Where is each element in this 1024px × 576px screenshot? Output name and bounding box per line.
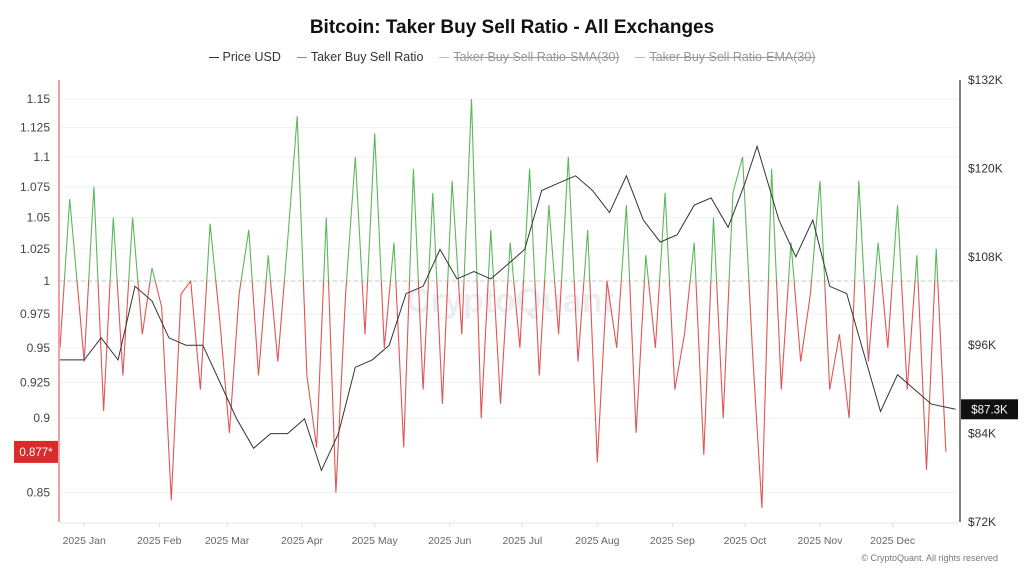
left-axis-tick: 1.025 xyxy=(20,242,50,256)
x-axis-tick: 2025 May xyxy=(352,535,399,547)
legend-label: Taker Buy Sell Ratio xyxy=(310,50,424,64)
copyright-text: © CryptoQuant. All rights reserved xyxy=(861,553,998,563)
right-axis-tick: $120K xyxy=(968,161,1003,175)
price-line xyxy=(60,144,956,472)
legend-item[interactable]: Price USD xyxy=(208,50,281,64)
left-axis-tick: 1 xyxy=(43,274,50,288)
left-axis-tick: 0.85 xyxy=(27,486,51,500)
left-axis-tick: 1.075 xyxy=(20,180,50,194)
x-axis-tick: 2025 Sep xyxy=(650,535,695,547)
x-axis-tick: 2025 Mar xyxy=(205,535,250,547)
current-price-badge xyxy=(961,399,1018,420)
legend-swatch xyxy=(296,57,307,59)
x-axis-tick: 2025 Jun xyxy=(428,535,471,547)
legend-label: Taker Buy Sell Ratio-SMA(30) xyxy=(453,50,620,64)
current-ratio-label: 0.877* xyxy=(19,447,53,459)
left-axis-tick: 1.05 xyxy=(27,210,51,224)
legend-swatch xyxy=(208,57,219,59)
x-axis-tick: 2025 Feb xyxy=(137,535,182,547)
current-price-label: $87.3K xyxy=(971,404,1008,416)
x-axis-tick: 2025 Jul xyxy=(502,535,542,547)
legend: Price USD Taker Buy Sell Ratio Taker Buy S… xyxy=(0,50,1024,64)
x-axis-tick: 2025 Aug xyxy=(575,535,620,547)
left-axis-tick: 1.15 xyxy=(27,92,51,106)
left-axis-tick: 0.925 xyxy=(20,376,50,390)
x-axis-tick: 2025 Dec xyxy=(870,535,915,547)
left-axis-tick: 0.95 xyxy=(27,341,51,355)
chart-title: Bitcoin: Taker Buy Sell Ratio - All Exch… xyxy=(309,17,715,38)
legend-swatch xyxy=(439,57,450,59)
x-axis-tick: 2025 Jan xyxy=(63,535,106,547)
right-axis-tick: $132K xyxy=(968,73,1003,87)
legend-item[interactable]: Taker Buy Sell Ratio xyxy=(296,50,424,64)
x-axis-tick: 2025 Nov xyxy=(798,535,844,547)
left-axis-tick: 0.9 xyxy=(33,411,50,425)
right-axis-tick: $96K xyxy=(968,338,996,352)
right-axis-tick: $84K xyxy=(968,427,996,441)
right-axis-tick: $72K xyxy=(968,515,996,529)
legend-item[interactable]: Taker Buy Sell Ratio-SMA(30) xyxy=(439,50,619,64)
ratio-line-above-one xyxy=(63,98,939,281)
current-ratio-badge xyxy=(14,440,58,463)
right-axis-tick: $108K xyxy=(968,250,1003,264)
left-axis-tick: 1.125 xyxy=(20,121,50,135)
x-axis-tick: 2025 Oct xyxy=(724,535,767,547)
left-axis-tick: 1.1 xyxy=(33,150,50,164)
left-axis-tick: 0.975 xyxy=(20,307,50,321)
legend-label: Taker Buy Sell Ratio-EMA(30) xyxy=(649,50,816,64)
legend-label: Price USD xyxy=(222,50,281,64)
ratio-line-below-one xyxy=(60,281,947,509)
x-axis-tick: 2025 Apr xyxy=(281,535,324,547)
legend-item[interactable]: Taker Buy Sell Ratio-EMA(30) xyxy=(635,50,815,64)
legend-swatch xyxy=(635,57,646,59)
watermark: CryptoQuant xyxy=(406,282,614,320)
